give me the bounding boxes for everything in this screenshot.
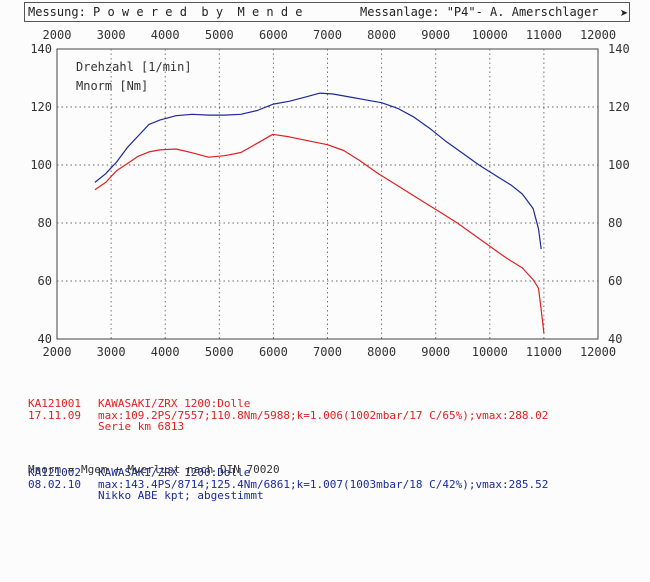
legend-block: KA121001 17.11.09 KAWASAKI/ZRX 1200:Doll… <box>28 375 548 525</box>
x-tick-label-bottom: 11000 <box>526 345 562 359</box>
x-tick-label-bottom: 5000 <box>205 345 234 359</box>
y-tick-label-left: 60 <box>38 274 52 288</box>
x-tick-label-top: 4000 <box>151 28 180 42</box>
run-vehicle: KAWASAKI/ZRX 1200:Dolle <box>98 397 251 410</box>
x-axis-label: Drehzahl [1/min] <box>76 60 192 74</box>
run-date: 08.02.10 <box>28 477 81 491</box>
x-tick-label-top: 8000 <box>367 28 396 42</box>
run-date: 17.11.09 <box>28 408 81 422</box>
header-measurement-label: Messung: P o w e r e d b y M e n d e <box>28 5 303 19</box>
run-id: KA121001 <box>28 397 81 410</box>
x-tick-label-top: 9000 <box>421 28 450 42</box>
y-tick-label-left: 80 <box>38 216 52 230</box>
x-tick-label-bottom: 4000 <box>151 345 180 359</box>
x-tick-label-top: 11000 <box>526 28 562 42</box>
legend-run-1: KA121001 17.11.09 KAWASAKI/ZRX 1200:Doll… <box>28 398 548 444</box>
x-tick-label-bottom: 6000 <box>259 345 288 359</box>
y-tick-label-right: 120 <box>608 100 630 114</box>
x-tick-label-top: 12000 <box>580 28 616 42</box>
series-line-ka121002 <box>94 92 542 250</box>
y-tick-label-left: 100 <box>30 158 52 172</box>
x-tick-label-bottom: 7000 <box>313 345 342 359</box>
x-tick-label-bottom: 12000 <box>580 345 616 359</box>
y-tick-label-left: 120 <box>30 100 52 114</box>
run-vehicle: KAWASAKI/ZRX 1200:Dolle <box>98 466 251 479</box>
header-bar: Messung: P o w e r e d b y M e n d e Mes… <box>24 2 630 22</box>
run-max-values: max:143.4PS/8714;125.4Nm/6861;k=1.007(10… <box>98 477 549 491</box>
corner-arrow-icon: ➤ <box>620 6 629 22</box>
y-tick-label-left: 40 <box>38 332 52 346</box>
y-tick-label-right: 140 <box>608 42 630 56</box>
y-axis-label: Mnorm [Nm] <box>76 79 148 93</box>
din-footnote: Mnorm = Mgem + Mverlust nach DIN 70020 <box>28 463 280 476</box>
x-tick-label-bottom: 10000 <box>472 345 508 359</box>
x-tick-label-bottom: 8000 <box>367 345 396 359</box>
x-tick-label-bottom: 2000 <box>43 345 72 359</box>
x-tick-label-bottom: 3000 <box>97 345 126 359</box>
y-tick-label-right: 100 <box>608 158 630 172</box>
x-tick-label-bottom: 9000 <box>421 345 450 359</box>
run-note: Nikko ABE kpt; abgestimmt <box>98 489 264 502</box>
x-tick-label-top: 6000 <box>259 28 288 42</box>
torque-chart: 2000 2000 3000 3000 4000 4000 5000 5000 6000 6000… <box>30 28 630 359</box>
x-tick-label-top: 10000 <box>472 28 508 42</box>
y-tick-label-right: 60 <box>608 274 622 288</box>
run-max-values: max:109.2PS/7557;110.8Nm/5988;k=1.006(10… <box>98 408 549 422</box>
x-tick-label-top: 2000 <box>43 28 72 42</box>
series-line-ka121001 <box>94 133 545 334</box>
run-id: KA121002 <box>28 466 81 479</box>
legend-run-2: KA121002 08.02.10 KAWASAKI/ZRX 1200:Doll… <box>28 467 548 513</box>
y-tick-label-left: 140 <box>30 42 52 56</box>
header-facility-label: Messanlage: "P4"- A. Amerschlager <box>360 5 599 19</box>
x-tick-label-top: 7000 <box>313 28 342 42</box>
x-tick-label-top: 5000 <box>205 28 234 42</box>
y-tick-label-right: 80 <box>608 216 622 230</box>
run-note: Serie km 6813 <box>98 420 185 433</box>
y-tick-label-right: 40 <box>608 332 622 346</box>
x-tick-label-top: 3000 <box>97 28 126 42</box>
